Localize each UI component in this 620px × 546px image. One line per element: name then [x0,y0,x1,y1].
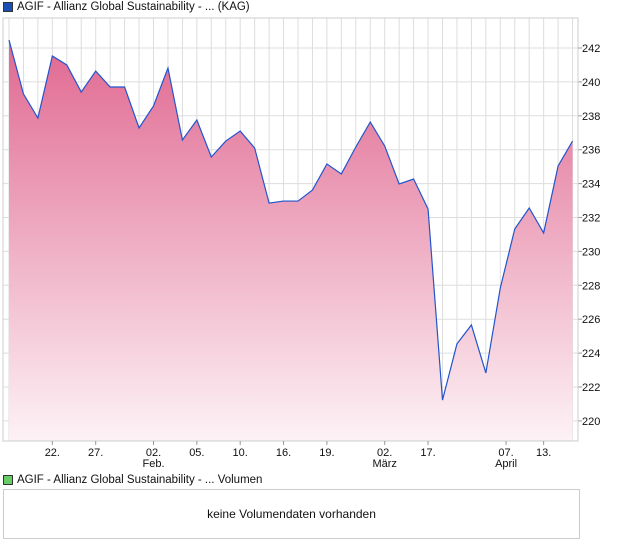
price-area [9,40,573,441]
x-tick-label: 07. [498,447,513,459]
y-tick-label: 228 [582,280,600,292]
x-tick-label: 19. [319,447,334,459]
y-tick-label: 226 [582,314,600,326]
x-tick-label: 02. [146,447,161,459]
x-tick-label: 10. [233,447,248,459]
y-tick-label: 234 [582,179,600,191]
y-tick-label: 232 [582,213,600,225]
volume-legend: AGIF - Allianz Global Sustainability - .… [3,474,262,486]
y-tick-label: 242 [582,43,600,55]
x-month-label: März [372,458,396,470]
x-month-label: Feb. [142,458,164,470]
y-tick-label: 236 [582,145,600,157]
volume-empty-message: keine Volumendaten vorhanden [207,507,376,521]
x-tick-label: 16. [276,447,291,459]
price-legend: AGIF - Allianz Global Sustainability - .… [3,1,250,13]
x-tick-label: 22. [45,447,60,459]
volume-legend-label: AGIF - Allianz Global Sustainability - .… [17,474,263,486]
y-tick-label: 222 [582,382,600,394]
volume-legend-swatch [3,475,13,485]
y-tick-label: 238 [582,111,600,123]
y-tick-label: 230 [582,246,600,258]
x-month-label: April [495,458,517,470]
price-legend-label: AGIF - Allianz Global Sustainability - .… [17,1,250,13]
y-tick-label: 240 [582,77,600,89]
price-chart: 220 222 224 226 228 230 232 234 236 238 240 242 22. 2… [2,17,600,470]
x-tick-label: 05. [189,447,204,459]
x-tick-label: 17. [420,447,435,459]
x-tick-label: 02. [377,447,392,459]
price-line [8,39,574,401]
volume-panel: keine Volumendaten vorhanden [3,489,580,539]
x-tick-label: 13. [536,447,551,459]
y-tick-label: 220 [582,416,600,428]
x-tick-label: 27. [88,447,103,459]
price-legend-swatch [3,2,13,12]
y-tick-label: 224 [582,348,600,360]
